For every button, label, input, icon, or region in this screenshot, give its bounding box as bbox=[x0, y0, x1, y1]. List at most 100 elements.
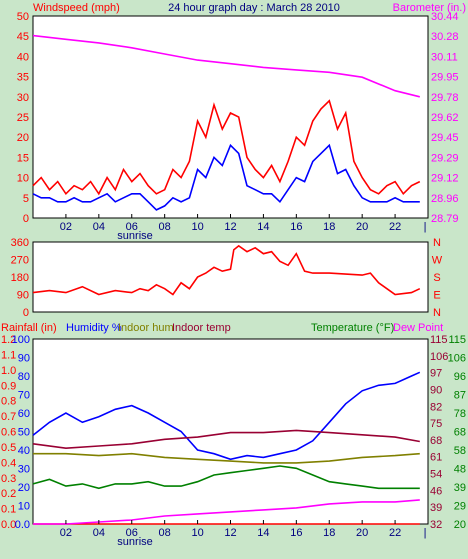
x-tick-label: 12 bbox=[224, 221, 236, 233]
wind-y-tick-1: 5 bbox=[23, 193, 29, 205]
wind-y-tick-0: 0 bbox=[23, 213, 29, 225]
temp-y-tick-0: 32 bbox=[430, 519, 442, 531]
x-tick-label: 10 bbox=[191, 221, 203, 233]
dew-y-tick-2: 39 bbox=[454, 482, 466, 494]
chart-title: 24 hour graph day : March 28 2010 bbox=[168, 2, 340, 14]
dew-y-tick-3: 48 bbox=[454, 464, 466, 476]
legend-indoor-temp: Indoor temp bbox=[172, 322, 231, 334]
temp-y-tick-5: 68 bbox=[430, 435, 442, 447]
x-tick-label: 10 bbox=[191, 527, 203, 539]
rain-y-tick-8: 0.8 bbox=[1, 396, 16, 408]
baro-y-tick-10: 30.44 bbox=[431, 11, 459, 23]
temp-y-tick-10: 106 bbox=[430, 351, 448, 363]
baro-y-tick-4: 29.45 bbox=[431, 132, 459, 144]
temp-y-tick-7: 82 bbox=[430, 401, 442, 413]
rain-y-tick-3: 0.3 bbox=[1, 473, 16, 485]
dew-y-tick-8: 96 bbox=[454, 371, 466, 383]
wind-y-tick-10: 50 bbox=[17, 11, 29, 23]
dew-y-tick-1: 29 bbox=[454, 501, 466, 513]
compass-tick-2: S bbox=[433, 272, 440, 284]
legend-dew-point: Dew Point bbox=[393, 322, 443, 334]
x-tick-label: 08 bbox=[159, 221, 171, 233]
windspeed-axis-title: Windspeed (mph) bbox=[33, 2, 120, 14]
baro-y-tick-9: 30.28 bbox=[431, 31, 459, 43]
climate-line-3 bbox=[32, 429, 420, 450]
hum-y-tick-10: 100 bbox=[12, 334, 30, 346]
hum-y-tick-8: 80 bbox=[18, 371, 30, 383]
x-tick-label: 16 bbox=[290, 221, 302, 233]
temp-y-tick-3: 54 bbox=[430, 469, 442, 481]
baro-y-tick-3: 29.29 bbox=[431, 152, 459, 164]
dew-y-tick-4: 58 bbox=[454, 445, 466, 457]
temp-y-tick-2: 46 bbox=[430, 485, 442, 497]
hum-y-tick-1: 10 bbox=[18, 501, 30, 513]
hum-y-tick-3: 30 bbox=[18, 464, 30, 476]
rain-y-tick-11: 1.1 bbox=[1, 349, 16, 361]
rain-y-tick-12: 1.2 bbox=[1, 334, 16, 346]
temp-y-tick-1: 39 bbox=[430, 502, 442, 514]
legend-rainfall: Rainfall (in) bbox=[1, 322, 57, 334]
x-tick-label: 12 bbox=[224, 527, 236, 539]
wind-avg-line bbox=[32, 143, 420, 211]
compass-tick-3: W bbox=[432, 255, 443, 267]
dew-y-tick-5: 68 bbox=[454, 427, 466, 439]
dir-y-tick-1: 90 bbox=[17, 290, 29, 302]
dew-y-tick-9: 106 bbox=[448, 353, 466, 365]
dir-y-tick-3: 270 bbox=[11, 255, 29, 267]
temp-y-tick-11: 115 bbox=[430, 334, 448, 346]
baro-y-tick-2: 29.12 bbox=[431, 173, 459, 185]
hum-y-tick-6: 60 bbox=[18, 408, 30, 420]
wind-y-tick-8: 40 bbox=[17, 51, 29, 63]
rain-y-tick-9: 0.9 bbox=[1, 380, 16, 392]
dew-y-tick-0: 20 bbox=[454, 519, 466, 531]
compass-tick-4: N bbox=[433, 237, 441, 249]
dir-y-tick-0: 0 bbox=[23, 307, 29, 319]
x-tick-label-end: | bbox=[424, 527, 427, 539]
rain-y-tick-1: 0.1 bbox=[1, 504, 16, 516]
rain-y-tick-7: 0.7 bbox=[1, 411, 16, 423]
sunrise-label: sunrise bbox=[117, 536, 152, 548]
baro-y-tick-8: 30.11 bbox=[431, 51, 458, 63]
rain-y-tick-4: 0.4 bbox=[1, 457, 16, 469]
wind-y-tick-5: 25 bbox=[17, 112, 29, 124]
rain-y-tick-0: 0.0 bbox=[1, 519, 16, 531]
baro-y-tick-7: 29.95 bbox=[431, 72, 459, 84]
x-tick-label: 20 bbox=[356, 221, 368, 233]
x-tick-label: 02 bbox=[60, 527, 72, 539]
rain-y-tick-10: 1.0 bbox=[1, 365, 16, 377]
legend-temperature: Temperature (°F) bbox=[311, 322, 394, 334]
rain-y-tick-6: 0.6 bbox=[1, 427, 16, 439]
direction-panel bbox=[32, 241, 429, 313]
x-tick-label: 22 bbox=[389, 527, 401, 539]
x-tick-label: 06 bbox=[126, 221, 138, 233]
dir-y-tick-4: 360 bbox=[11, 237, 29, 249]
wind-y-tick-2: 10 bbox=[17, 173, 29, 185]
climate-line-2 bbox=[33, 452, 420, 464]
temp-y-tick-6: 75 bbox=[430, 418, 442, 430]
wind-gust-line bbox=[32, 99, 421, 196]
hum-y-tick-9: 90 bbox=[18, 353, 30, 365]
climate-line-1 bbox=[32, 371, 421, 461]
dew-y-tick-7: 87 bbox=[454, 390, 466, 402]
hum-y-tick-7: 70 bbox=[18, 390, 30, 402]
temp-y-tick-9: 97 bbox=[430, 368, 442, 380]
x-tick-label-end: | bbox=[424, 221, 427, 233]
x-tick-label: 18 bbox=[323, 221, 335, 233]
baro-y-tick-1: 28.96 bbox=[431, 193, 459, 205]
barometer-line bbox=[32, 34, 420, 98]
baro-y-tick-0: 28.79 bbox=[431, 213, 459, 225]
dir-y-tick-2: 180 bbox=[11, 272, 29, 284]
baro-y-tick-6: 29.78 bbox=[431, 92, 459, 104]
x-tick-label: 14 bbox=[257, 527, 269, 539]
wind-y-tick-4: 20 bbox=[17, 132, 29, 144]
x-tick-label: 16 bbox=[290, 527, 302, 539]
hum-y-tick-2: 20 bbox=[18, 482, 30, 494]
wind-direction-line bbox=[32, 244, 421, 296]
wind-y-tick-6: 30 bbox=[17, 92, 29, 104]
x-tick-label: 02 bbox=[60, 221, 72, 233]
temp-y-tick-8: 90 bbox=[430, 384, 442, 396]
hum-y-tick-0: 0.0 bbox=[15, 519, 30, 531]
wind-y-tick-3: 15 bbox=[17, 152, 29, 164]
